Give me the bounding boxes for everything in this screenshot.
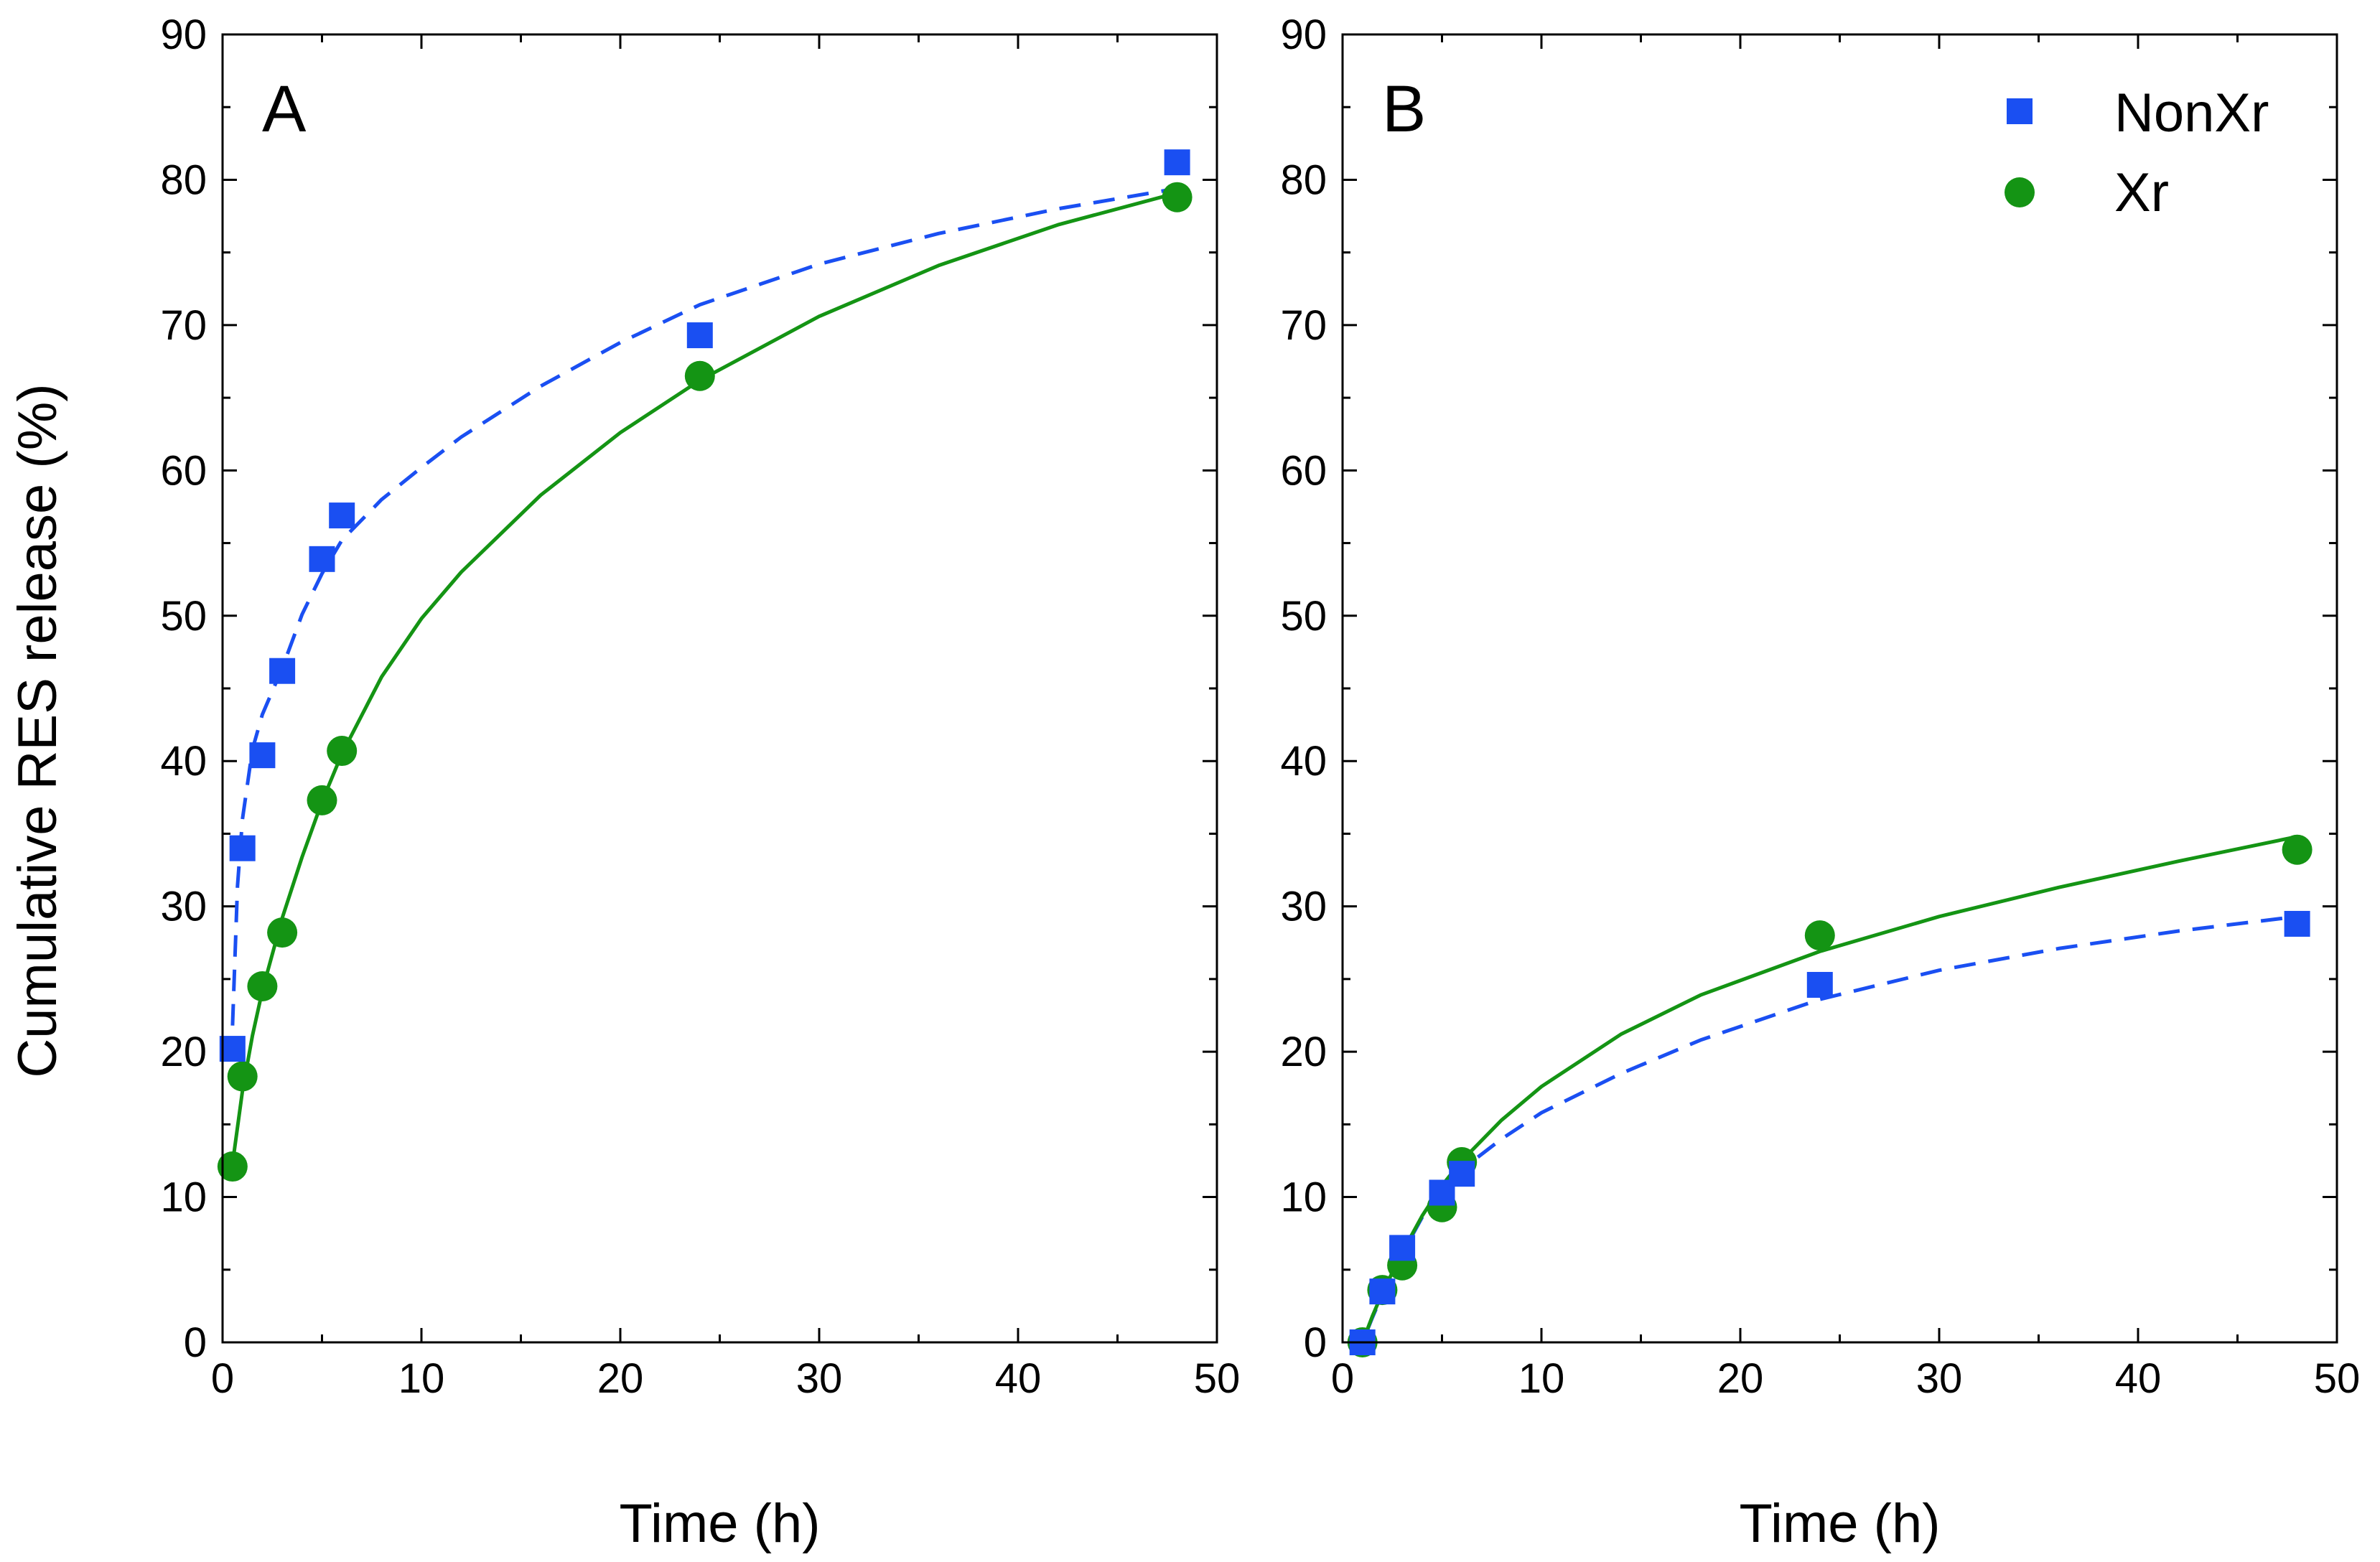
data-point-nonxr bbox=[1164, 149, 1190, 176]
legend-xr-label: Xr bbox=[2114, 162, 2169, 223]
fit-line-nonxr bbox=[230, 187, 1178, 1026]
data-point-nonxr bbox=[329, 502, 355, 529]
data-point-xr bbox=[227, 1061, 258, 1092]
y-tick-label: 50 bbox=[1280, 593, 1327, 640]
legend-xr-marker bbox=[2005, 177, 2035, 207]
data-point-xr bbox=[307, 785, 337, 815]
legend-nonxr-label: NonXr bbox=[2114, 83, 2269, 144]
data-point-xr bbox=[217, 1151, 248, 1182]
x-tick-label: 40 bbox=[995, 1355, 1042, 1402]
x-tick-label: 30 bbox=[796, 1355, 843, 1402]
panel-b: 0 10 20 30 40 50 0 10 20 30 40 50 60 70 80 90 Time (h) B bbox=[1280, 11, 2360, 1554]
data-point-nonxr bbox=[1389, 1235, 1416, 1261]
data-point-xr bbox=[267, 917, 298, 948]
x-tick-label: 20 bbox=[597, 1355, 644, 1402]
legend: NonXr Xr bbox=[2005, 83, 2269, 223]
y-tick-label: 50 bbox=[160, 593, 207, 640]
data-point-xr bbox=[1804, 920, 1835, 951]
data-point-xr bbox=[327, 736, 358, 767]
data-point-nonxr bbox=[309, 546, 335, 572]
y-tick-label: 40 bbox=[1280, 738, 1327, 785]
y-tick-label: 20 bbox=[160, 1029, 207, 1075]
y-tick-label: 10 bbox=[160, 1174, 207, 1221]
y-tick-label: 60 bbox=[1280, 447, 1327, 494]
data-point-nonxr bbox=[229, 835, 256, 861]
y-tick-label: 30 bbox=[160, 884, 207, 930]
x-tick-label: 50 bbox=[1194, 1355, 1241, 1402]
plot-area bbox=[1360, 835, 2298, 1342]
x-axis-title: Time (h) bbox=[619, 1493, 820, 1554]
y-tick-label: 90 bbox=[1280, 11, 1327, 58]
data-point-nonxr bbox=[2284, 910, 2310, 937]
x-tick-label: 50 bbox=[2314, 1355, 2361, 1402]
x-tick-label: 20 bbox=[1717, 1355, 1764, 1402]
y-tick-label: 40 bbox=[160, 738, 207, 785]
x-tick-label: 0 bbox=[211, 1355, 234, 1402]
x-tick-label: 40 bbox=[2115, 1355, 2162, 1402]
y-tick-label: 60 bbox=[160, 447, 207, 494]
y-tick-label: 90 bbox=[160, 11, 207, 58]
plot-frame bbox=[1341, 33, 2338, 1344]
panel-a: 0 10 20 30 40 50 0 10 20 30 40 50 60 70 80 90 Time (h) A bbox=[160, 11, 1240, 1554]
x-tick-label: 10 bbox=[1518, 1355, 1565, 1402]
data-point-nonxr bbox=[686, 322, 713, 349]
panel-label: B bbox=[1382, 73, 1426, 146]
x-tick-label: 10 bbox=[398, 1355, 445, 1402]
data-point-nonxr bbox=[1369, 1278, 1396, 1305]
data-point-nonxr bbox=[219, 1036, 246, 1062]
plot-frame bbox=[221, 33, 1218, 1344]
y-axis-title: Cumulative RES release (%) bbox=[7, 383, 68, 1077]
y-tick-label: 0 bbox=[184, 1319, 207, 1366]
panel-label: A bbox=[262, 73, 307, 146]
y-tick-label: 10 bbox=[1280, 1174, 1327, 1221]
x-tick-label: 0 bbox=[1331, 1355, 1354, 1402]
y-tick-label: 70 bbox=[160, 302, 207, 349]
y-tick-label: 70 bbox=[1280, 302, 1327, 349]
y-tick-label: 30 bbox=[1280, 884, 1327, 930]
y-tick-label: 80 bbox=[1280, 156, 1327, 203]
data-point-nonxr bbox=[1806, 971, 1833, 998]
data-point-xr bbox=[684, 360, 715, 391]
data-point-nonxr bbox=[269, 658, 296, 684]
y-tick-label: 80 bbox=[160, 156, 207, 203]
legend-nonxr-marker bbox=[2007, 98, 2033, 124]
data-point-xr bbox=[2282, 834, 2313, 865]
x-axis-title: Time (h) bbox=[1739, 1493, 1940, 1554]
data-point-xr bbox=[247, 971, 278, 1002]
data-point-nonxr bbox=[249, 742, 276, 769]
y-tick-label: 0 bbox=[1304, 1319, 1327, 1366]
x-tick-label: 30 bbox=[1916, 1355, 1963, 1402]
y-tick-label: 20 bbox=[1280, 1029, 1327, 1075]
data-point-xr bbox=[1162, 182, 1193, 212]
data-point-nonxr bbox=[1449, 1161, 1475, 1187]
fit-line-xr bbox=[1360, 835, 2298, 1342]
